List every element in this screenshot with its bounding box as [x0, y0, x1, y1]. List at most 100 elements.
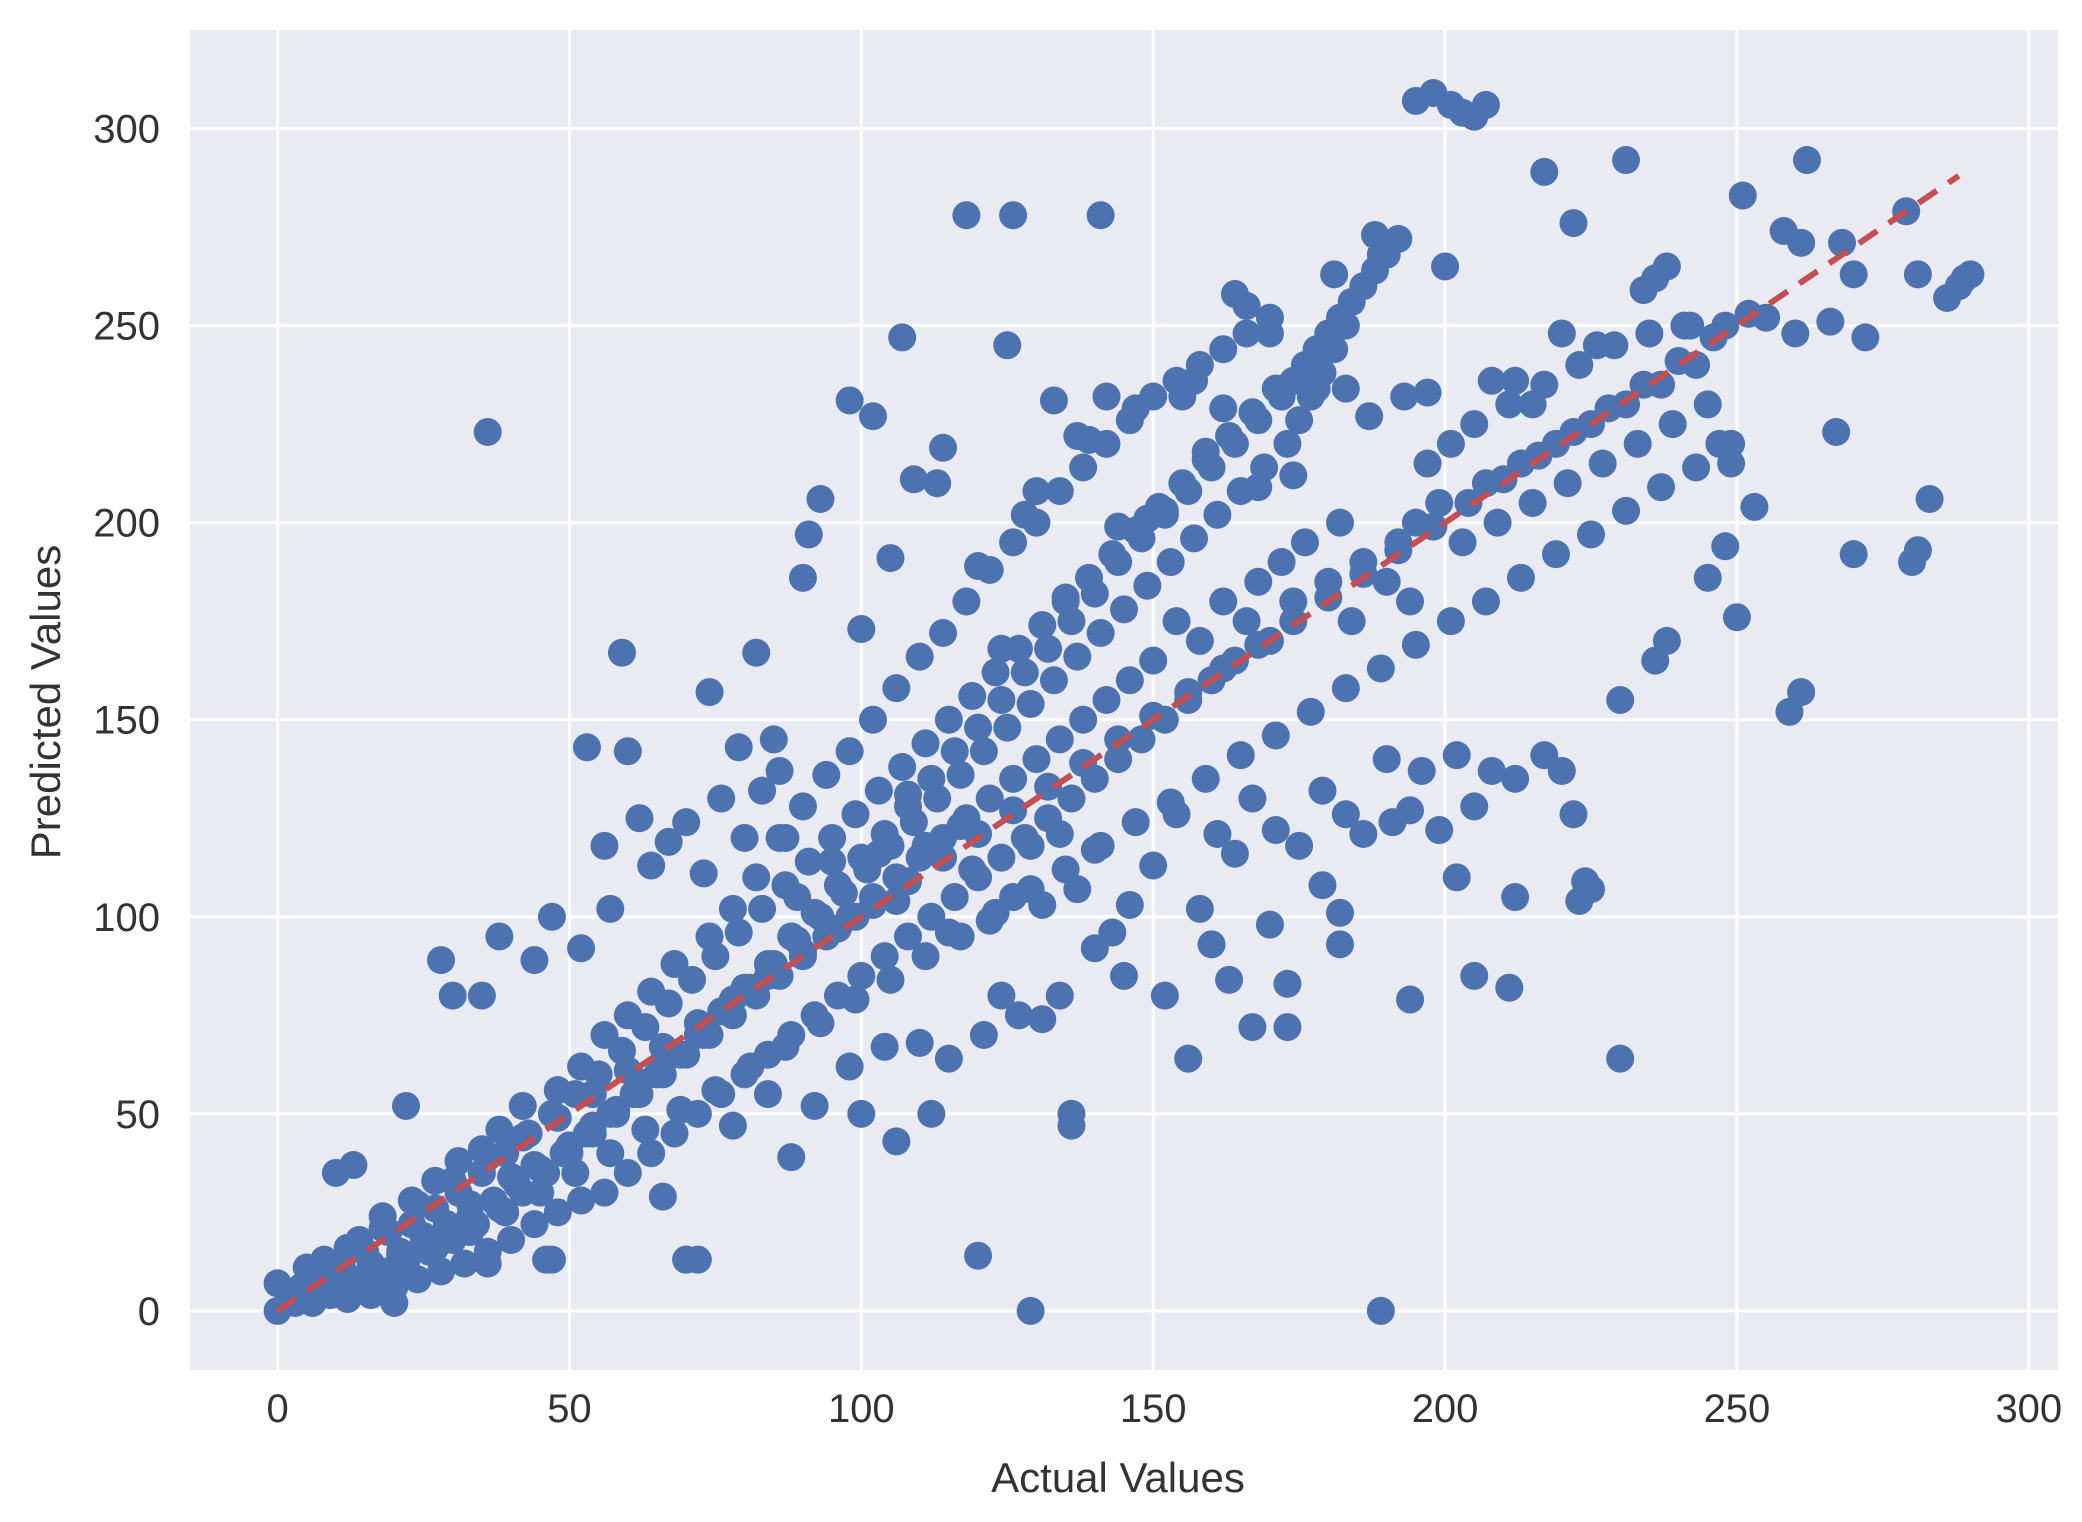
scatter-point	[1191, 445, 1220, 474]
scatter-point	[1372, 567, 1401, 596]
scatter-point	[281, 1289, 310, 1317]
scatter-point	[952, 201, 981, 230]
scatter-point	[1460, 410, 1489, 439]
scatter-point	[993, 331, 1022, 360]
scatter-point	[1022, 745, 1051, 774]
scatter-point	[450, 1249, 479, 1278]
scatter-point	[1320, 335, 1349, 364]
scatter-point	[1647, 473, 1676, 502]
scatter-point	[718, 1111, 747, 1140]
scatter-point	[1145, 492, 1174, 521]
x-tick-label: 50	[547, 1387, 592, 1431]
scatter-point	[683, 1099, 712, 1128]
scatter-point	[882, 863, 911, 892]
scatter-point	[1273, 429, 1302, 458]
scatter-point	[788, 792, 817, 821]
scatter-point	[1086, 831, 1115, 860]
scatter-point	[1495, 973, 1524, 1002]
scatter-point	[841, 800, 870, 829]
scatter-point	[1903, 260, 1932, 289]
scatter-point	[1530, 370, 1559, 399]
scatter-point	[894, 922, 923, 951]
scatter-point	[613, 1158, 642, 1187]
scatter-point	[835, 1052, 864, 1081]
scatter-point	[438, 1225, 467, 1254]
scatter-point	[1331, 674, 1360, 703]
scatter-point	[1711, 532, 1740, 561]
scatter-point	[806, 485, 835, 513]
scatter-point	[905, 642, 934, 671]
scatter-point	[864, 776, 893, 805]
scatter-point	[1413, 449, 1442, 478]
scatter-point	[981, 898, 1010, 927]
x-tick-label: 250	[1704, 1387, 1771, 1431]
scatter-point	[847, 1099, 876, 1128]
scatter-point	[1150, 705, 1179, 734]
scatter-point	[1296, 382, 1325, 411]
scatter-point	[876, 965, 905, 994]
scatter-point	[1150, 981, 1179, 1010]
scatter-point	[1016, 689, 1045, 718]
scatter-point	[567, 934, 596, 963]
scatter-point	[1086, 201, 1115, 230]
scatter-point	[917, 1099, 946, 1128]
scatter-point	[1822, 418, 1851, 446]
scatter-point	[1460, 961, 1489, 990]
scatter-point	[543, 1198, 572, 1227]
scatter-point	[934, 705, 963, 734]
scatter-point	[391, 1091, 420, 1120]
scatter-point	[1191, 764, 1220, 793]
scatter-point	[438, 981, 467, 1010]
scatter-point	[1483, 508, 1512, 537]
scatter-point	[1442, 863, 1471, 892]
scatter-point	[1057, 784, 1086, 813]
scatter-point	[858, 883, 887, 912]
scatter-point	[1652, 252, 1681, 281]
scatter-point	[537, 902, 566, 931]
scatter-point	[771, 871, 800, 900]
scatter-point	[812, 760, 841, 789]
scatter-point	[1215, 421, 1244, 450]
scatter-point	[1506, 449, 1535, 478]
scatter-point	[870, 942, 899, 971]
scatter-point	[1162, 607, 1191, 636]
scatter-point	[1004, 1001, 1033, 1030]
scatter-point	[1074, 425, 1103, 454]
scatter-point	[1209, 394, 1238, 423]
scatter-point	[473, 418, 502, 446]
scatter-point	[1261, 721, 1290, 750]
scatter-point	[759, 725, 788, 754]
scatter-point	[946, 760, 975, 789]
scatter-point	[1442, 741, 1471, 770]
scatter-point	[1174, 686, 1203, 714]
scatter-point	[1028, 1005, 1057, 1034]
scatter-point	[1308, 358, 1337, 387]
scatter-point	[835, 737, 864, 766]
scatter-point	[765, 756, 794, 785]
scatter-point	[1956, 260, 1985, 289]
scatter-point	[1051, 855, 1080, 884]
scatter-point	[1255, 910, 1284, 939]
scatter-point	[1699, 323, 1728, 352]
scatter-point	[724, 733, 753, 762]
scatter-point	[905, 843, 934, 872]
scatter-point	[1092, 686, 1121, 714]
scatter-point	[940, 883, 969, 912]
scatter-point	[339, 1151, 368, 1180]
scatter-point	[1787, 678, 1816, 707]
scatter-point	[853, 855, 882, 884]
scatter-point	[952, 804, 981, 833]
scatter-point	[1127, 725, 1156, 754]
scatter-point	[1185, 626, 1214, 655]
scatter-point	[707, 1080, 736, 1109]
scatter-point	[993, 713, 1022, 742]
scatter-point	[1121, 394, 1150, 423]
scatter-point	[999, 528, 1028, 557]
scatter-point	[858, 705, 887, 734]
scatter-point	[1133, 571, 1162, 600]
scatter-point	[1331, 800, 1360, 829]
scatter-point	[567, 1186, 596, 1215]
scatter-point	[1279, 461, 1308, 490]
scatter-point	[882, 1127, 911, 1156]
scatter-point	[1682, 453, 1711, 482]
